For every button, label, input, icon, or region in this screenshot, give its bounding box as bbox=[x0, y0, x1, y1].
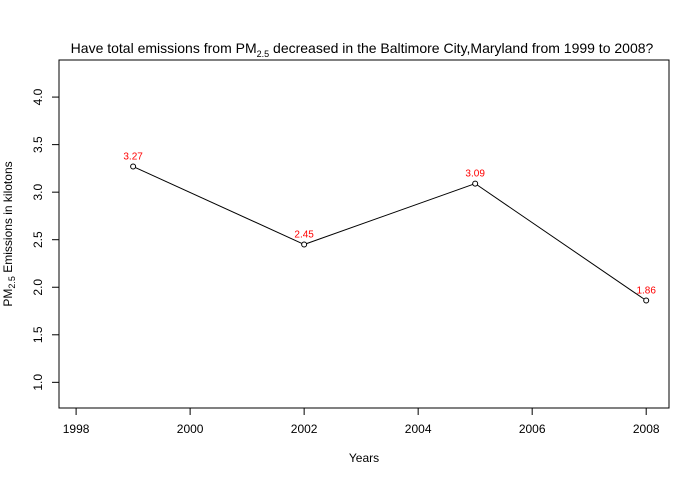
y-tick-label: 4.0 bbox=[31, 88, 45, 105]
y-tick-label: 1.0 bbox=[31, 374, 45, 391]
line-segment bbox=[135, 167, 303, 244]
y-axis-title-suffix: Emissions in kilotons bbox=[1, 161, 15, 276]
x-axis-title: Years bbox=[349, 451, 379, 465]
x-axis: 1998 2000 2002 2004 2006 2008 bbox=[63, 407, 660, 436]
chart-title-subscript: 2.5 bbox=[257, 49, 270, 59]
x-tick-label: 2002 bbox=[291, 422, 318, 436]
x-tick-label: 2006 bbox=[519, 422, 546, 436]
data-label: 3.27 bbox=[123, 151, 143, 162]
data-point bbox=[301, 241, 308, 248]
y-tick-label: 1.5 bbox=[31, 326, 45, 343]
y-tick-label: 2.5 bbox=[31, 231, 45, 248]
x-tick-label: 2008 bbox=[633, 422, 660, 436]
y-tick-label: 3.5 bbox=[31, 136, 45, 153]
data-point bbox=[130, 163, 137, 170]
chart-title-prefix: Have total emissions from PM bbox=[71, 40, 257, 56]
x-tick-label: 2000 bbox=[177, 422, 204, 436]
data-point bbox=[643, 297, 650, 304]
data-label: 2.45 bbox=[294, 229, 314, 240]
y-tick-label: 2.0 bbox=[31, 279, 45, 296]
y-axis-title-prefix: PM bbox=[1, 289, 15, 307]
series-line: 3.27 2.45 3.09 1.86 bbox=[123, 151, 656, 304]
data-label: 3.09 bbox=[465, 169, 485, 180]
data-label: 1.86 bbox=[636, 286, 656, 297]
data-point bbox=[472, 180, 479, 187]
plot-frame bbox=[58, 59, 670, 409]
chart-title: Have total emissions from PM2.5 decrease… bbox=[71, 40, 654, 59]
y-axis-title-subscript: 2.5 bbox=[7, 276, 17, 289]
y-axis-title: PM2.5 Emissions in kilotons bbox=[1, 161, 17, 306]
x-tick-label: 2004 bbox=[405, 422, 432, 436]
y-tick-label: 3.0 bbox=[31, 183, 45, 200]
line-segment bbox=[306, 183, 473, 245]
x-tick-label: 1998 bbox=[63, 422, 90, 436]
y-axis: 1.0 1.5 2.0 2.5 3.0 3.5 4.0 bbox=[31, 88, 60, 391]
chart-title-suffix: decreased in the Baltimore City,Maryland… bbox=[269, 40, 653, 56]
line-segment bbox=[476, 184, 645, 300]
